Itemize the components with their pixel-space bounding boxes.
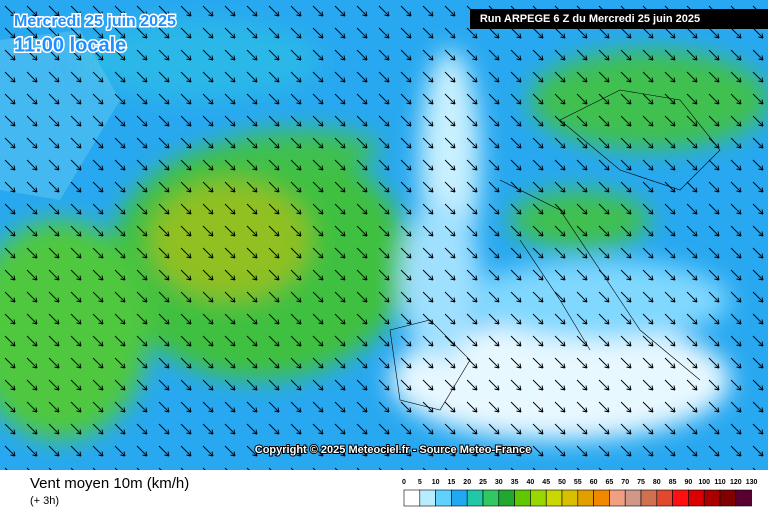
footer-subtitle: (+ 3h) (30, 495, 59, 507)
legend-tick-label: 70 (621, 479, 629, 486)
legend-swatch (735, 489, 752, 507)
legend-tick-label: 75 (637, 479, 645, 486)
legend-tick-label: 65 (606, 479, 614, 486)
legend-tick-label: 90 (685, 479, 693, 486)
legend-swatch (656, 489, 673, 507)
legend-tick-label: 50 (558, 479, 566, 486)
legend-tick-label: 40 (527, 479, 535, 486)
footer-title: Vent moyen 10m (km/h) (30, 475, 189, 492)
legend-swatch (561, 489, 579, 507)
legend-tick-label: 80 (653, 479, 661, 486)
legend-swatch (609, 489, 626, 507)
legend-swatch (688, 489, 705, 507)
legend-tick-label: 45 (542, 479, 550, 486)
map-date: Mercredi 25 juin 2025 (14, 13, 176, 30)
legend-swatch (498, 489, 515, 507)
legend-tick-label: 30 (495, 479, 503, 486)
legend-tick-label: 0 (402, 479, 406, 486)
legend-swatch (640, 489, 658, 507)
legend-tick-label: 15 (448, 479, 456, 486)
legend-tick-label: 5 (418, 479, 422, 486)
legend-swatch (593, 489, 610, 507)
legend-swatch (577, 489, 594, 507)
legend-tick-label: 120 (730, 479, 742, 486)
run-box (470, 9, 768, 29)
wind-field (0, 0, 768, 470)
copyright: Copyright © 2025 Meteociel.fr - Source M… (255, 444, 531, 456)
legend-swatch (451, 489, 468, 507)
legend-swatch (482, 489, 500, 507)
legend-swatch (514, 489, 531, 507)
legend-tick-label: 55 (574, 479, 582, 486)
legend-swatch (530, 489, 547, 507)
map-time: 11:00 locale (14, 34, 126, 56)
legend-swatch (703, 489, 721, 507)
legend-tick-label: 20 (463, 479, 471, 486)
legend-swatch (545, 489, 563, 507)
legend-tick-label: 60 (590, 479, 598, 486)
legend-swatch (466, 489, 484, 507)
legend-tick-label: 85 (669, 479, 677, 486)
legend-swatch (624, 489, 642, 507)
legend-swatch (672, 489, 689, 507)
legend-swatch (419, 489, 436, 507)
legend-swatch (435, 489, 452, 507)
legend-tick-label: 35 (511, 479, 519, 486)
legend: 0 5 10 15 20 25 30 35 40 45 50 55 60 65 70 75 80 85 90 100 1… (402, 479, 758, 507)
legend-tick-label: 100 (698, 479, 710, 486)
legend-tick-label: 110 (714, 479, 725, 486)
legend-tick-label: 25 (479, 479, 487, 486)
legend-swatch (403, 489, 421, 507)
run-info: Run ARPEGE 6 Z du Mercredi 25 juin 2025 (480, 13, 700, 25)
legend-tick-label: 130 (746, 479, 758, 486)
legend-swatch (719, 489, 737, 507)
legend-tick-label: 10 (432, 479, 440, 486)
